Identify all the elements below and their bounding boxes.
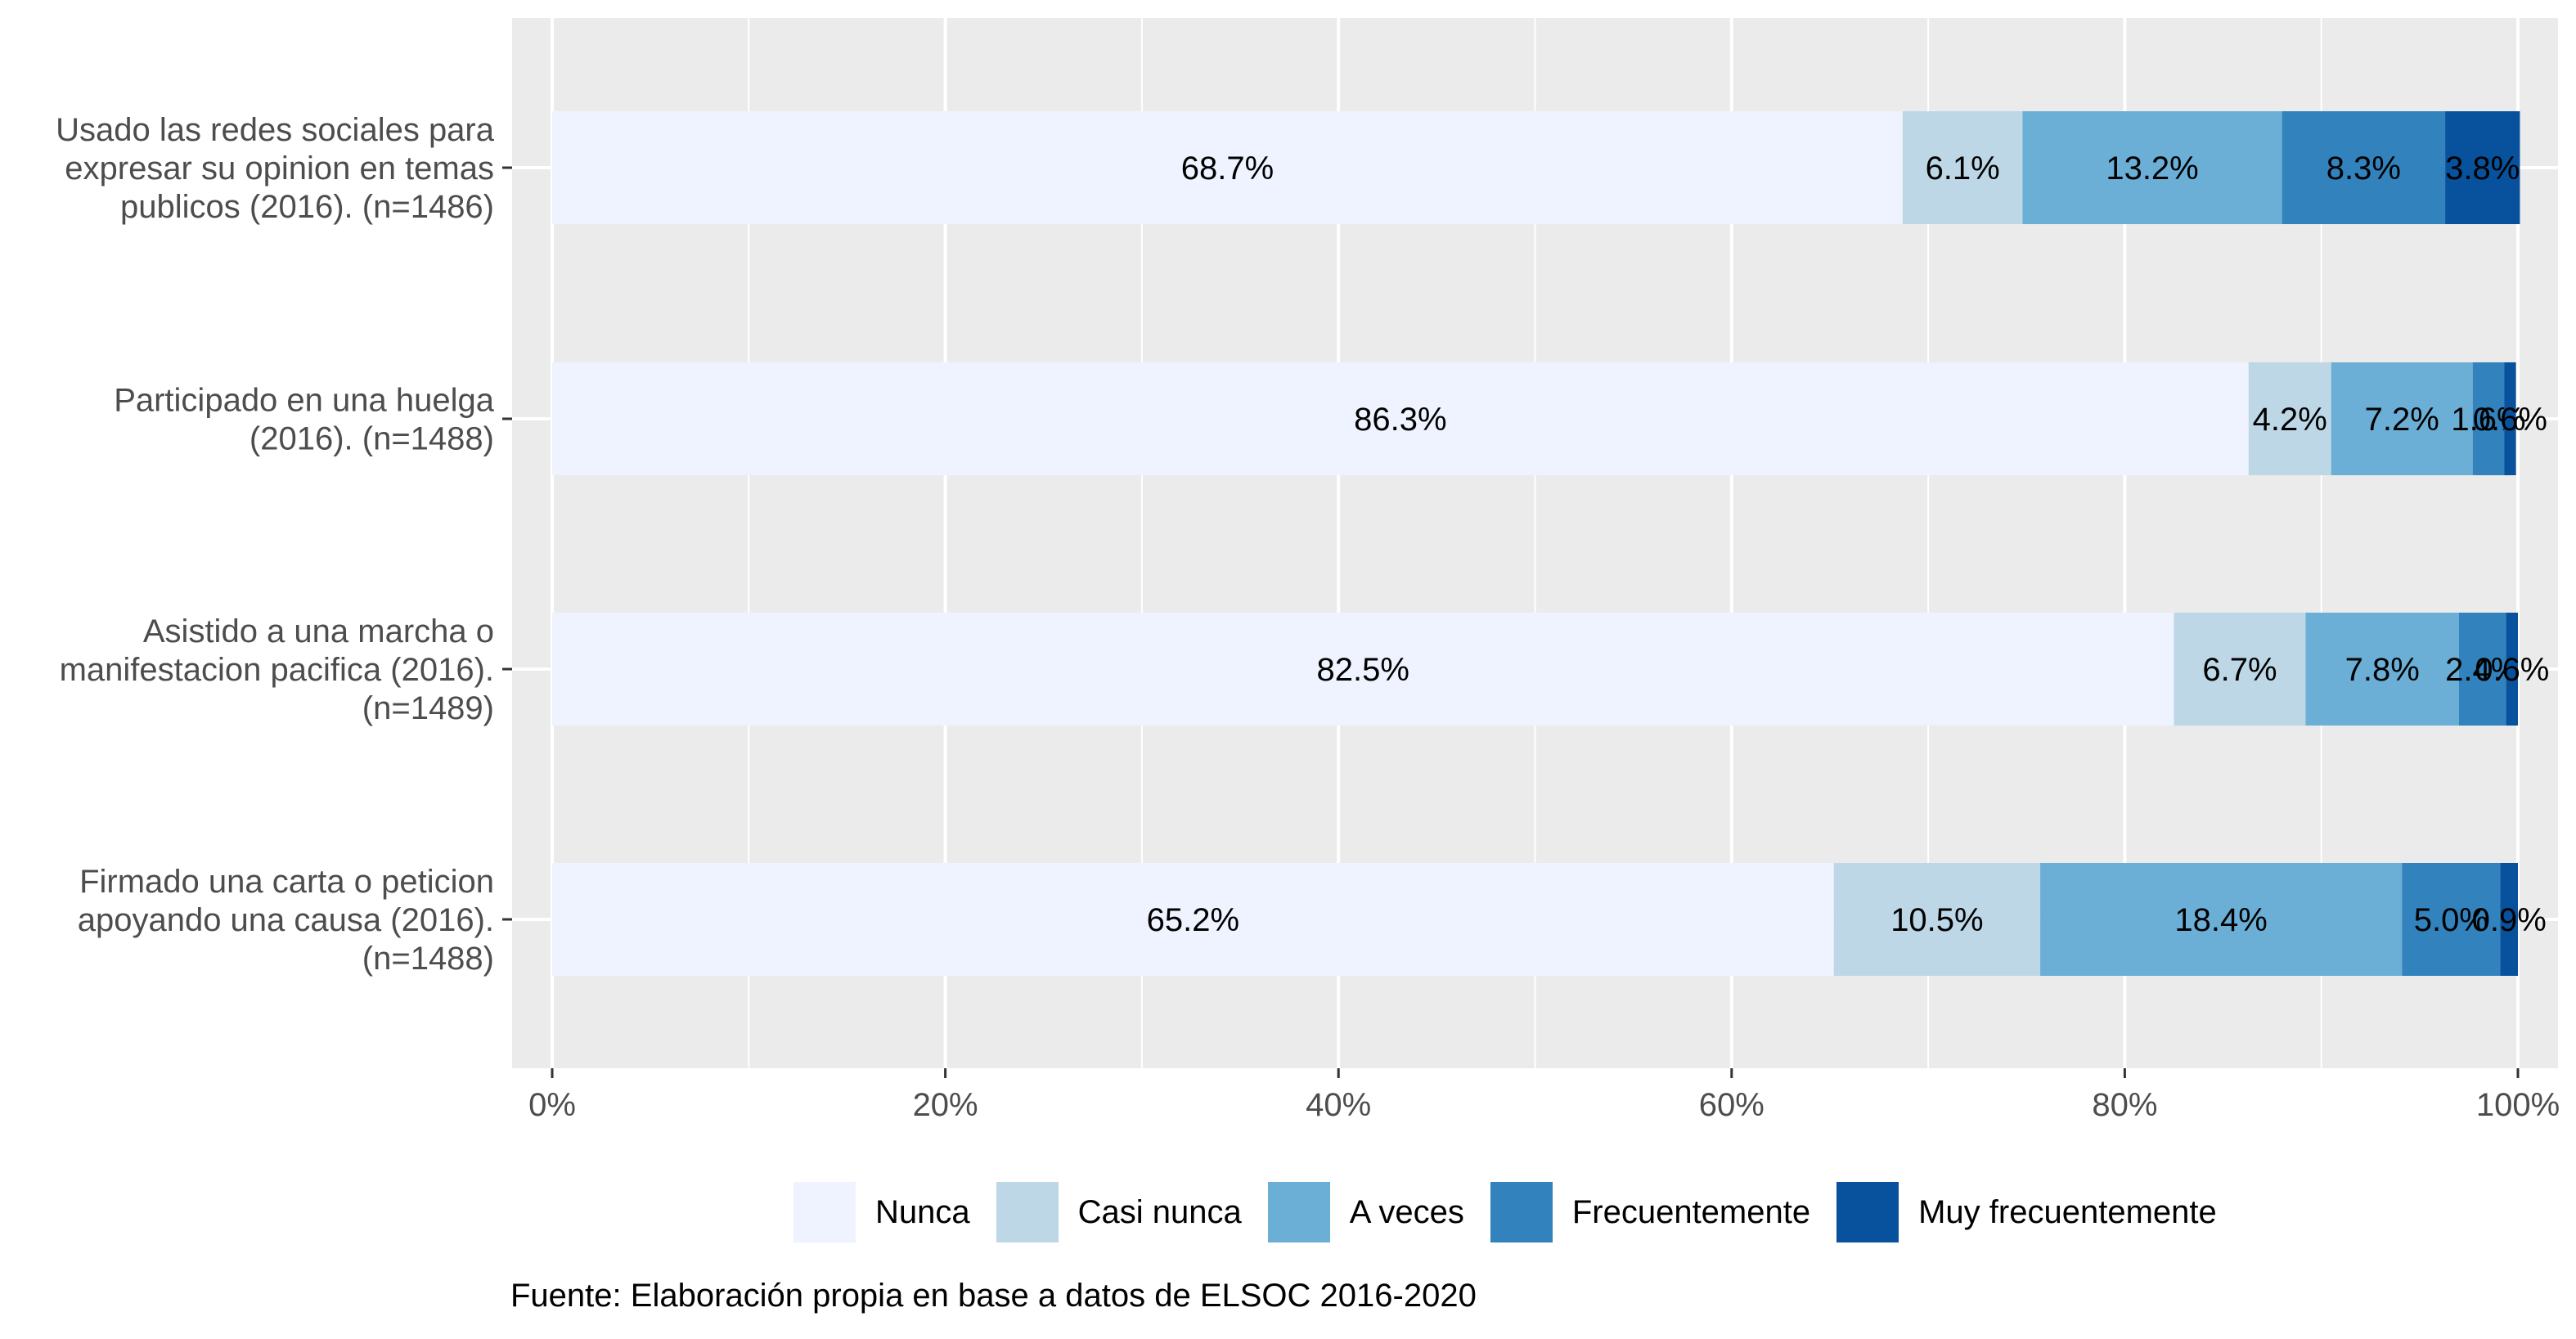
bar-segment — [2305, 613, 2459, 726]
legend-swatch — [793, 1182, 856, 1242]
bar-segment — [2022, 111, 2282, 224]
bar-value-label: 10.5% — [1890, 902, 1983, 938]
category-label: Participado en una huelga — [114, 383, 495, 419]
x-tick-label: 100% — [2476, 1087, 2560, 1123]
legend-label: Muy frecuentemente — [1918, 1193, 2217, 1230]
category-label: (2016). (n=1488) — [250, 421, 494, 457]
bar-value-label: 82.5% — [1317, 652, 1409, 688]
bar-value-label: 6.7% — [2202, 652, 2277, 688]
category-label: (n=1488) — [362, 941, 494, 977]
bar-segment — [1902, 111, 2023, 224]
category-label: apoyando una causa (2016). — [78, 902, 494, 938]
bar-segment — [552, 362, 2249, 475]
legend-swatch — [1490, 1182, 1553, 1242]
bar-segment — [2504, 362, 2516, 475]
x-tick-label: 0% — [528, 1087, 576, 1123]
legend-item: Casi nunca — [996, 1182, 1242, 1242]
legend-item: Frecuentemente — [1490, 1182, 1810, 1242]
bar-segment — [2174, 613, 2306, 726]
category-label: (n=1489) — [362, 690, 494, 726]
bar-value-label: 7.2% — [2365, 402, 2439, 438]
bar-segment — [2040, 863, 2403, 976]
bar-segment — [2402, 863, 2501, 976]
bar-value-label: 6.1% — [1926, 151, 2000, 186]
bar-value-label: 0.6% — [2473, 402, 2547, 438]
legend-item: A veces — [1267, 1182, 1464, 1242]
bar-segment — [552, 111, 1903, 224]
legend-item: Muy frecuentemente — [1836, 1182, 2217, 1242]
bar-segment — [2331, 362, 2473, 475]
bar-value-label: 8.3% — [2326, 151, 2401, 186]
bar-value-label: 3.8% — [2445, 151, 2520, 186]
bar-segment — [2248, 362, 2331, 475]
bar-value-label: 18.4% — [2174, 902, 2267, 938]
bar-segment — [2445, 111, 2520, 224]
legend-swatch — [1836, 1182, 1899, 1242]
bar-value-label: 65.2% — [1147, 902, 1239, 938]
category-label: expresar su opinion en temas — [65, 151, 494, 186]
bar-segment — [552, 863, 1834, 976]
legend-swatch — [1267, 1182, 1330, 1242]
legend-label: Casi nunca — [1077, 1193, 1242, 1230]
bar-segment — [552, 613, 2174, 726]
category-label: publicos (2016). (n=1486) — [120, 189, 494, 225]
category-label: manifestacion pacifica (2016). — [60, 652, 494, 688]
bar-value-label: 86.3% — [1354, 402, 1446, 438]
bar-value-label: 5.0% — [2414, 902, 2488, 938]
legend-label: A veces — [1349, 1193, 1464, 1230]
bar-segment — [2506, 613, 2518, 726]
category-label: Asistido a una marcha o — [143, 613, 494, 649]
legend-label: Nunca — [875, 1193, 970, 1230]
bar-value-label: 4.2% — [2253, 402, 2327, 438]
legend-label: Frecuentemente — [1571, 1193, 1811, 1230]
bar-value-label: 0.6% — [2475, 652, 2549, 688]
bar-value-label: 0.9% — [2472, 902, 2547, 938]
legend: Nunca Casi nunca A veces Frecuentemente Muy … — [793, 1182, 2243, 1242]
bar-segment — [2458, 613, 2506, 726]
x-tick-label: 80% — [2092, 1087, 2157, 1123]
bar-value-label: 68.7% — [1181, 151, 1274, 186]
bar-value-label: 13.2% — [2106, 151, 2198, 186]
category-label: Usado las redes sociales para — [56, 112, 495, 148]
bar-segment — [2472, 362, 2505, 475]
bar-segment — [1833, 863, 2041, 976]
x-tick-label: 40% — [1306, 1087, 1371, 1123]
bar-segment — [2282, 111, 2446, 224]
bar-value-label: 7.8% — [2345, 652, 2420, 688]
category-label: Firmado una carta o peticion — [79, 864, 494, 900]
source-caption: Fuente: Elaboración propia en base a dat… — [510, 1278, 1477, 1314]
x-tick-label: 60% — [1699, 1087, 1765, 1123]
x-tick-label: 20% — [913, 1087, 978, 1123]
legend-swatch — [996, 1182, 1059, 1242]
legend-item: Nunca — [793, 1182, 970, 1242]
bar-segment — [2500, 863, 2518, 976]
